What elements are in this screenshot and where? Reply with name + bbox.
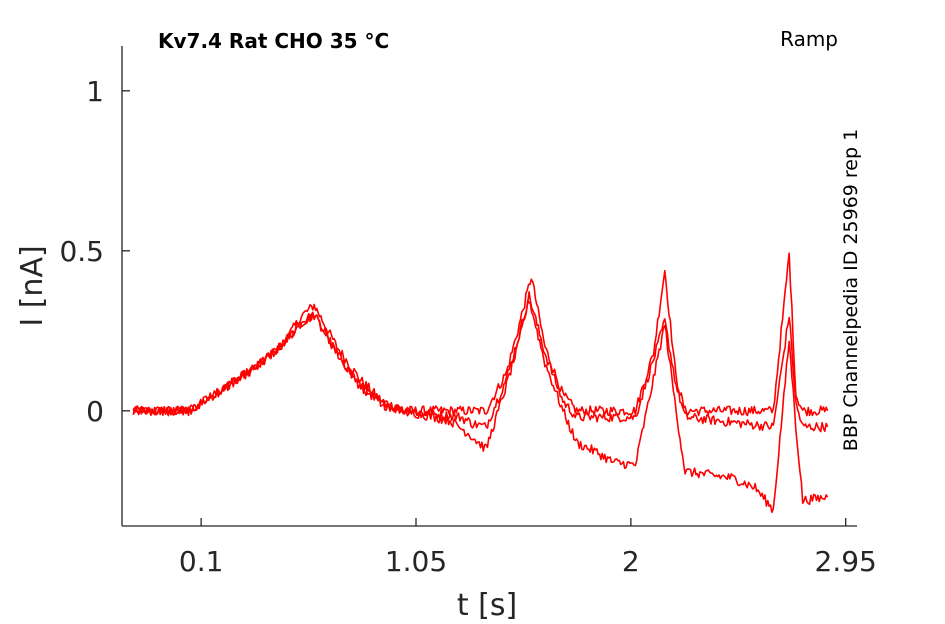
- y-tick-label: 0: [86, 395, 104, 428]
- source-label: BBP Channelpedia ID 25969 rep 1: [840, 129, 862, 451]
- protocol-label: Ramp: [780, 27, 838, 51]
- y-axis-label: I [nA]: [15, 245, 50, 326]
- x-tick-label: 2.95: [815, 545, 877, 578]
- y-tick-label: 1: [86, 75, 104, 108]
- trace-3: [132, 299, 829, 514]
- y-tick-label: 0.5: [59, 235, 104, 268]
- x-tick-label: 1.05: [385, 545, 447, 578]
- x-tick-label: 2: [622, 545, 640, 578]
- x-axis-label: t [s]: [457, 588, 517, 623]
- x-ticks: 0.1 1.05 2 2.95: [179, 518, 877, 578]
- chart-title: Kv7.4 Rat CHO 35 °C: [158, 29, 389, 53]
- traces: [132, 252, 829, 514]
- trace-1: [132, 252, 829, 417]
- y-ticks: 00.51: [59, 75, 130, 428]
- x-tick-label: 0.1: [179, 545, 224, 578]
